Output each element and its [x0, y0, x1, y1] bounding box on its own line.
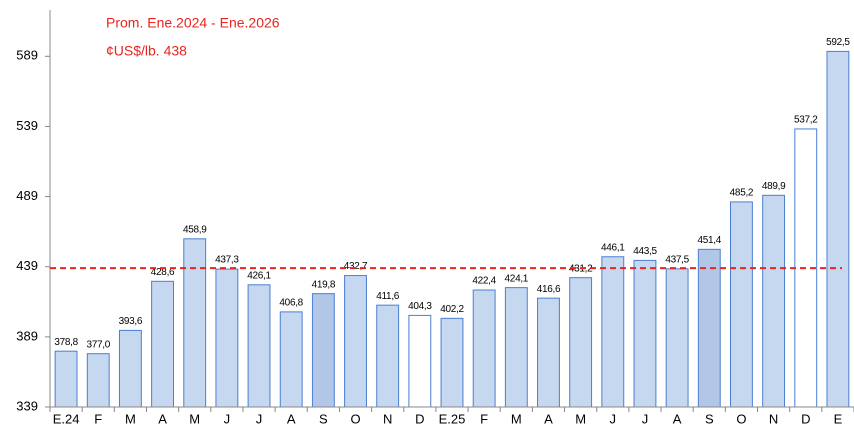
x-tick-label: A	[673, 411, 682, 426]
bar	[826, 50, 850, 408]
value-label: 437,3	[215, 255, 239, 266]
x-tick-label: M	[575, 411, 586, 426]
bar	[697, 248, 721, 408]
x-tick-label: N	[383, 411, 392, 426]
value-label: 416,6	[537, 284, 561, 295]
x-tick-label: A	[287, 411, 296, 426]
x-tick-label: D	[415, 411, 424, 426]
bar	[344, 275, 367, 408]
x-tick-label: N	[769, 411, 778, 426]
annotation: Prom. Ene.2024 - Ene.2026	[106, 15, 280, 31]
x-tick-label: A	[544, 411, 553, 426]
y-tick-label: 339	[16, 398, 38, 413]
y-tick-label: 389	[16, 328, 38, 343]
bar	[601, 256, 625, 408]
bar	[504, 287, 528, 408]
value-label: 451,4	[698, 235, 722, 246]
x-tick-label: M	[125, 411, 136, 426]
x-tick-label: E	[834, 411, 843, 426]
x-tick-label: J	[642, 411, 649, 426]
x-tick-label: O	[736, 411, 746, 426]
value-label: 426,1	[247, 270, 271, 281]
bar	[54, 350, 78, 408]
value-label: 443,5	[633, 246, 657, 257]
bar	[183, 238, 207, 408]
y-tick-label: 489	[16, 188, 38, 203]
value-label: 485,2	[730, 188, 754, 199]
x-tick-label: D	[801, 411, 810, 426]
x-tick-label: J	[224, 411, 231, 426]
x-tick-label: F	[480, 411, 488, 426]
x-tick-label: A	[158, 411, 167, 426]
value-label: 402,2	[440, 304, 464, 315]
bar	[730, 201, 753, 408]
bar	[376, 304, 400, 408]
bar	[408, 314, 432, 408]
value-label: 446,1	[601, 242, 625, 253]
annotation: ¢US$/lb. 438	[106, 43, 187, 59]
x-tick-label: S	[705, 411, 714, 426]
bar	[215, 268, 239, 408]
bar	[311, 293, 335, 408]
value-label: 458,9	[183, 224, 207, 235]
value-label: 489,9	[762, 181, 786, 192]
y-tick-label: 439	[16, 258, 38, 273]
bar	[440, 317, 464, 408]
value-label: 432,7	[344, 261, 368, 272]
bar	[762, 194, 786, 408]
bar	[569, 277, 593, 408]
bar	[472, 289, 496, 408]
value-label: 378,8	[54, 337, 78, 348]
value-label: 377,0	[86, 339, 110, 350]
bar	[633, 259, 657, 408]
value-label: 537,2	[794, 115, 818, 126]
x-tick-label: M	[511, 411, 522, 426]
value-label: 592,5	[826, 37, 850, 48]
bar	[118, 329, 142, 408]
value-label: 419,8	[312, 279, 336, 290]
bar	[247, 284, 271, 408]
x-tick-label: M	[189, 411, 200, 426]
bar	[151, 280, 174, 408]
value-label: 406,8	[279, 298, 303, 309]
x-tick-label: J	[256, 411, 263, 426]
value-label: 428,6	[151, 267, 175, 278]
x-tick-label: J	[610, 411, 617, 426]
y-tick-label: 539	[16, 118, 38, 133]
x-tick-label: E.25	[439, 411, 466, 426]
y-tick-label: 589	[16, 48, 38, 63]
value-label: 404,3	[408, 301, 432, 312]
bar	[279, 311, 303, 408]
value-label: 424,1	[505, 273, 529, 284]
value-label: 393,6	[119, 316, 143, 327]
x-tick-label: E.24	[53, 411, 80, 426]
bar	[665, 268, 689, 408]
value-label: 437,5	[665, 254, 689, 265]
bar	[86, 353, 110, 408]
bar	[537, 297, 560, 408]
value-label: 411,6	[376, 291, 400, 302]
x-tick-label: S	[319, 411, 328, 426]
x-tick-label: O	[350, 411, 360, 426]
value-label: 422,4	[472, 276, 496, 287]
x-tick-label: F	[94, 411, 102, 426]
